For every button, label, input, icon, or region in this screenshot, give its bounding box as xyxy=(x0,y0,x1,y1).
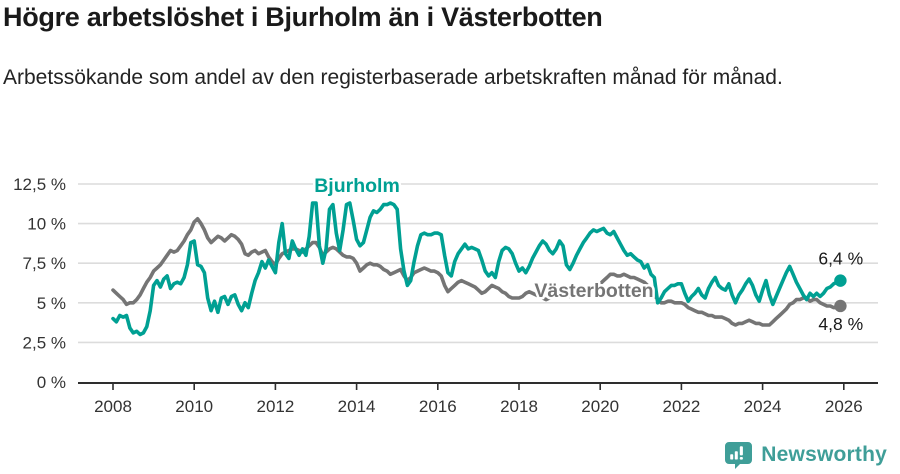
series-layer xyxy=(111,201,847,337)
series-line-bjurholm xyxy=(111,201,843,337)
x-axis-label: 2014 xyxy=(338,397,376,416)
series-end-dot-bjurholm xyxy=(834,274,847,287)
y-axis-label: 2,5 % xyxy=(23,333,66,352)
x-axis-label: 2018 xyxy=(500,397,538,416)
page-title: Högre arbetslöshet i Bjurholm än i Väste… xyxy=(3,2,603,32)
label-layer: 6,4 % Bjurholm 4,8 % Västerbotten xyxy=(312,173,863,334)
newsworthy-logo: Newsworthy xyxy=(724,441,887,469)
y-axis-label: 0 % xyxy=(37,373,66,392)
y-axis-label: 10 % xyxy=(27,215,66,234)
x-axis-label: 2012 xyxy=(256,397,294,416)
series-end-dot-västerbotten xyxy=(834,299,847,313)
x-axis-label: 2024 xyxy=(744,397,782,416)
page-subtitle: Arbetssökande som andel av den registerb… xyxy=(3,66,783,89)
x-axis-label: 2016 xyxy=(419,397,457,416)
end-value-label-bjurholm: 6,4 % xyxy=(818,249,863,269)
grid-layer: 0 % 2,5 % 5 % 7,5 % 10 % 12,5 % 2008 2010 2012 20… xyxy=(13,175,878,416)
x-axis-label: 2010 xyxy=(175,397,213,416)
series-line-västerbotten xyxy=(111,217,843,327)
bar-chart-speech-bubble-icon xyxy=(725,442,753,469)
x-axis-label: 2020 xyxy=(581,397,619,416)
series-label-västerbotten: Västerbotten xyxy=(534,280,653,302)
y-axis-label: 7,5 % xyxy=(23,254,66,273)
y-axis-label: 5 % xyxy=(37,294,66,313)
y-axis-label: 12,5 % xyxy=(13,175,66,194)
x-axis-label: 2026 xyxy=(825,397,863,416)
newsworthy-wordmark: Newsworthy xyxy=(761,443,887,466)
series-label-bjurholm: Bjurholm xyxy=(314,175,400,197)
x-axis-label: 2022 xyxy=(662,397,700,416)
x-axis-label: 2008 xyxy=(94,397,132,416)
end-value-label-västerbotten: 4,8 % xyxy=(818,314,863,334)
